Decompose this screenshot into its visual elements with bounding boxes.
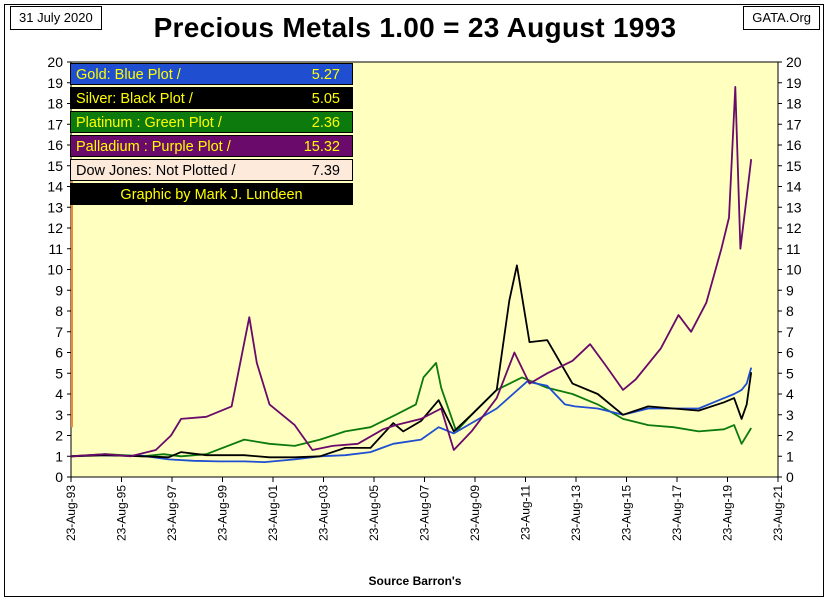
legend-label: Dow Jones: Not Plotted /: [76, 163, 236, 179]
y-tick-label-right: 15: [786, 158, 802, 174]
x-tick-label: 23-Aug-19: [721, 485, 735, 541]
y-tick-label-right: 18: [786, 96, 802, 112]
series-line-silver: [70, 264, 753, 459]
y-tick-label-left: 7: [55, 324, 63, 340]
y-tick-label-right: 19: [786, 75, 802, 91]
source-label: Source Barron's: [368, 574, 462, 588]
y-tick-label-left: 13: [47, 199, 63, 215]
legend-value: 5.05: [311, 91, 340, 107]
series-line-gold: [70, 367, 753, 464]
y-tick-label-right: 5: [786, 365, 794, 381]
y-tick-label-left: 15: [47, 158, 63, 174]
legend-value: 15.32: [303, 139, 340, 155]
y-tick-label-right: 10: [786, 262, 802, 278]
legend-value: 5.27: [311, 67, 340, 83]
y-tick-label-right: 6: [786, 345, 794, 361]
legend-row: Palladium : Purple Plot / 15.32: [70, 135, 353, 157]
y-tick-label-left: 17: [47, 116, 63, 132]
legend-label: Platinum : Green Plot /: [76, 115, 222, 131]
y-tick-label-right: 14: [786, 179, 802, 195]
legend-label: Gold: Blue Plot /: [76, 67, 181, 83]
y-tick-label-right: 0: [786, 469, 794, 485]
y-tick-label-left: 12: [47, 220, 63, 236]
y-tick-label-left: 9: [55, 282, 63, 298]
y-tick-label-right: 1: [786, 448, 794, 464]
y-tick-label-left: 8: [55, 303, 63, 319]
x-tick-label: 23-Aug-11: [519, 485, 533, 540]
y-tick-label-left: 19: [47, 75, 63, 91]
y-tick-label-right: 16: [786, 137, 802, 153]
y-tick-label-right: 11: [786, 241, 801, 257]
y-tick-label-right: 13: [786, 199, 802, 215]
legend-value: 2.36: [311, 115, 340, 131]
x-tick-label: 23-Aug-03: [317, 485, 331, 541]
y-tick-label-left: 18: [47, 96, 63, 112]
y-tick-label-right: 2: [786, 428, 794, 444]
x-tick-label: 23-Aug-95: [115, 485, 129, 541]
y-tick-label-left: 6: [55, 345, 63, 361]
series-line-platinum: [70, 361, 752, 458]
y-tick-label-right: 3: [786, 407, 794, 423]
x-tick-label: 23-Aug-13: [569, 485, 583, 541]
legend-row: Silver: Black Plot / 5.05: [70, 87, 353, 109]
x-tick-label: 23-Aug-93: [64, 485, 78, 541]
y-tick-label-left: 3: [55, 407, 63, 423]
y-tick-label-right: 17: [786, 116, 802, 132]
y-tick-label-right: 8: [786, 303, 794, 319]
y-tick-label-left: 20: [47, 54, 63, 70]
date-badge: 31 July 2020: [10, 6, 102, 30]
y-tick-label-left: 5: [55, 365, 63, 381]
legend-value: 7.39: [311, 163, 340, 179]
legend-label: Palladium : Purple Plot /: [76, 139, 231, 155]
y-tick-label-right: 7: [786, 324, 794, 340]
x-tick-label: 23-Aug-21: [771, 485, 785, 541]
legend-label: Graphic by Mark J. Lundeen: [120, 187, 303, 203]
series-line-palladium: [70, 86, 753, 458]
legend-row: Platinum : Green Plot / 2.36: [70, 111, 353, 133]
x-tick-label: 23-Aug-17: [670, 485, 684, 541]
y-tick-label-left: 16: [47, 137, 63, 153]
x-tick-label: 23-Aug-07: [418, 485, 432, 541]
legend-row: Gold: Blue Plot / 5.27: [70, 63, 353, 85]
x-tick-label: 23-Aug-15: [620, 485, 634, 541]
site-badge: GATA.Org: [743, 6, 820, 30]
x-tick-label: 23-Aug-09: [468, 485, 482, 541]
y-tick-label-right: 12: [786, 220, 802, 236]
y-tick-label-left: 4: [55, 386, 63, 402]
y-tick-label-left: 14: [47, 179, 63, 195]
y-tick-label-left: 10: [47, 262, 63, 278]
y-tick-label-right: 20: [786, 54, 802, 70]
y-tick-label-left: 11: [48, 241, 63, 257]
y-tick-label-right: 9: [786, 282, 794, 298]
legend-row: Dow Jones: Not Plotted / 7.39: [70, 159, 353, 181]
chart-title: Precious Metals 1.00 = 23 August 1993: [153, 12, 677, 43]
x-tick-label: 23-Aug-01: [266, 485, 280, 541]
x-tick-label: 23-Aug-05: [367, 485, 381, 541]
x-tick-label: 23-Aug-97: [165, 485, 179, 541]
x-tick-label: 23-Aug-99: [216, 485, 230, 541]
y-tick-label-left: 2: [55, 428, 63, 444]
y-tick-label-left: 0: [55, 469, 63, 485]
y-tick-label-right: 4: [786, 386, 794, 402]
y-tick-label-left: 1: [55, 448, 63, 464]
legend-label: Silver: Black Plot /: [76, 91, 193, 107]
legend-row: Graphic by Mark J. Lundeen: [70, 183, 353, 205]
